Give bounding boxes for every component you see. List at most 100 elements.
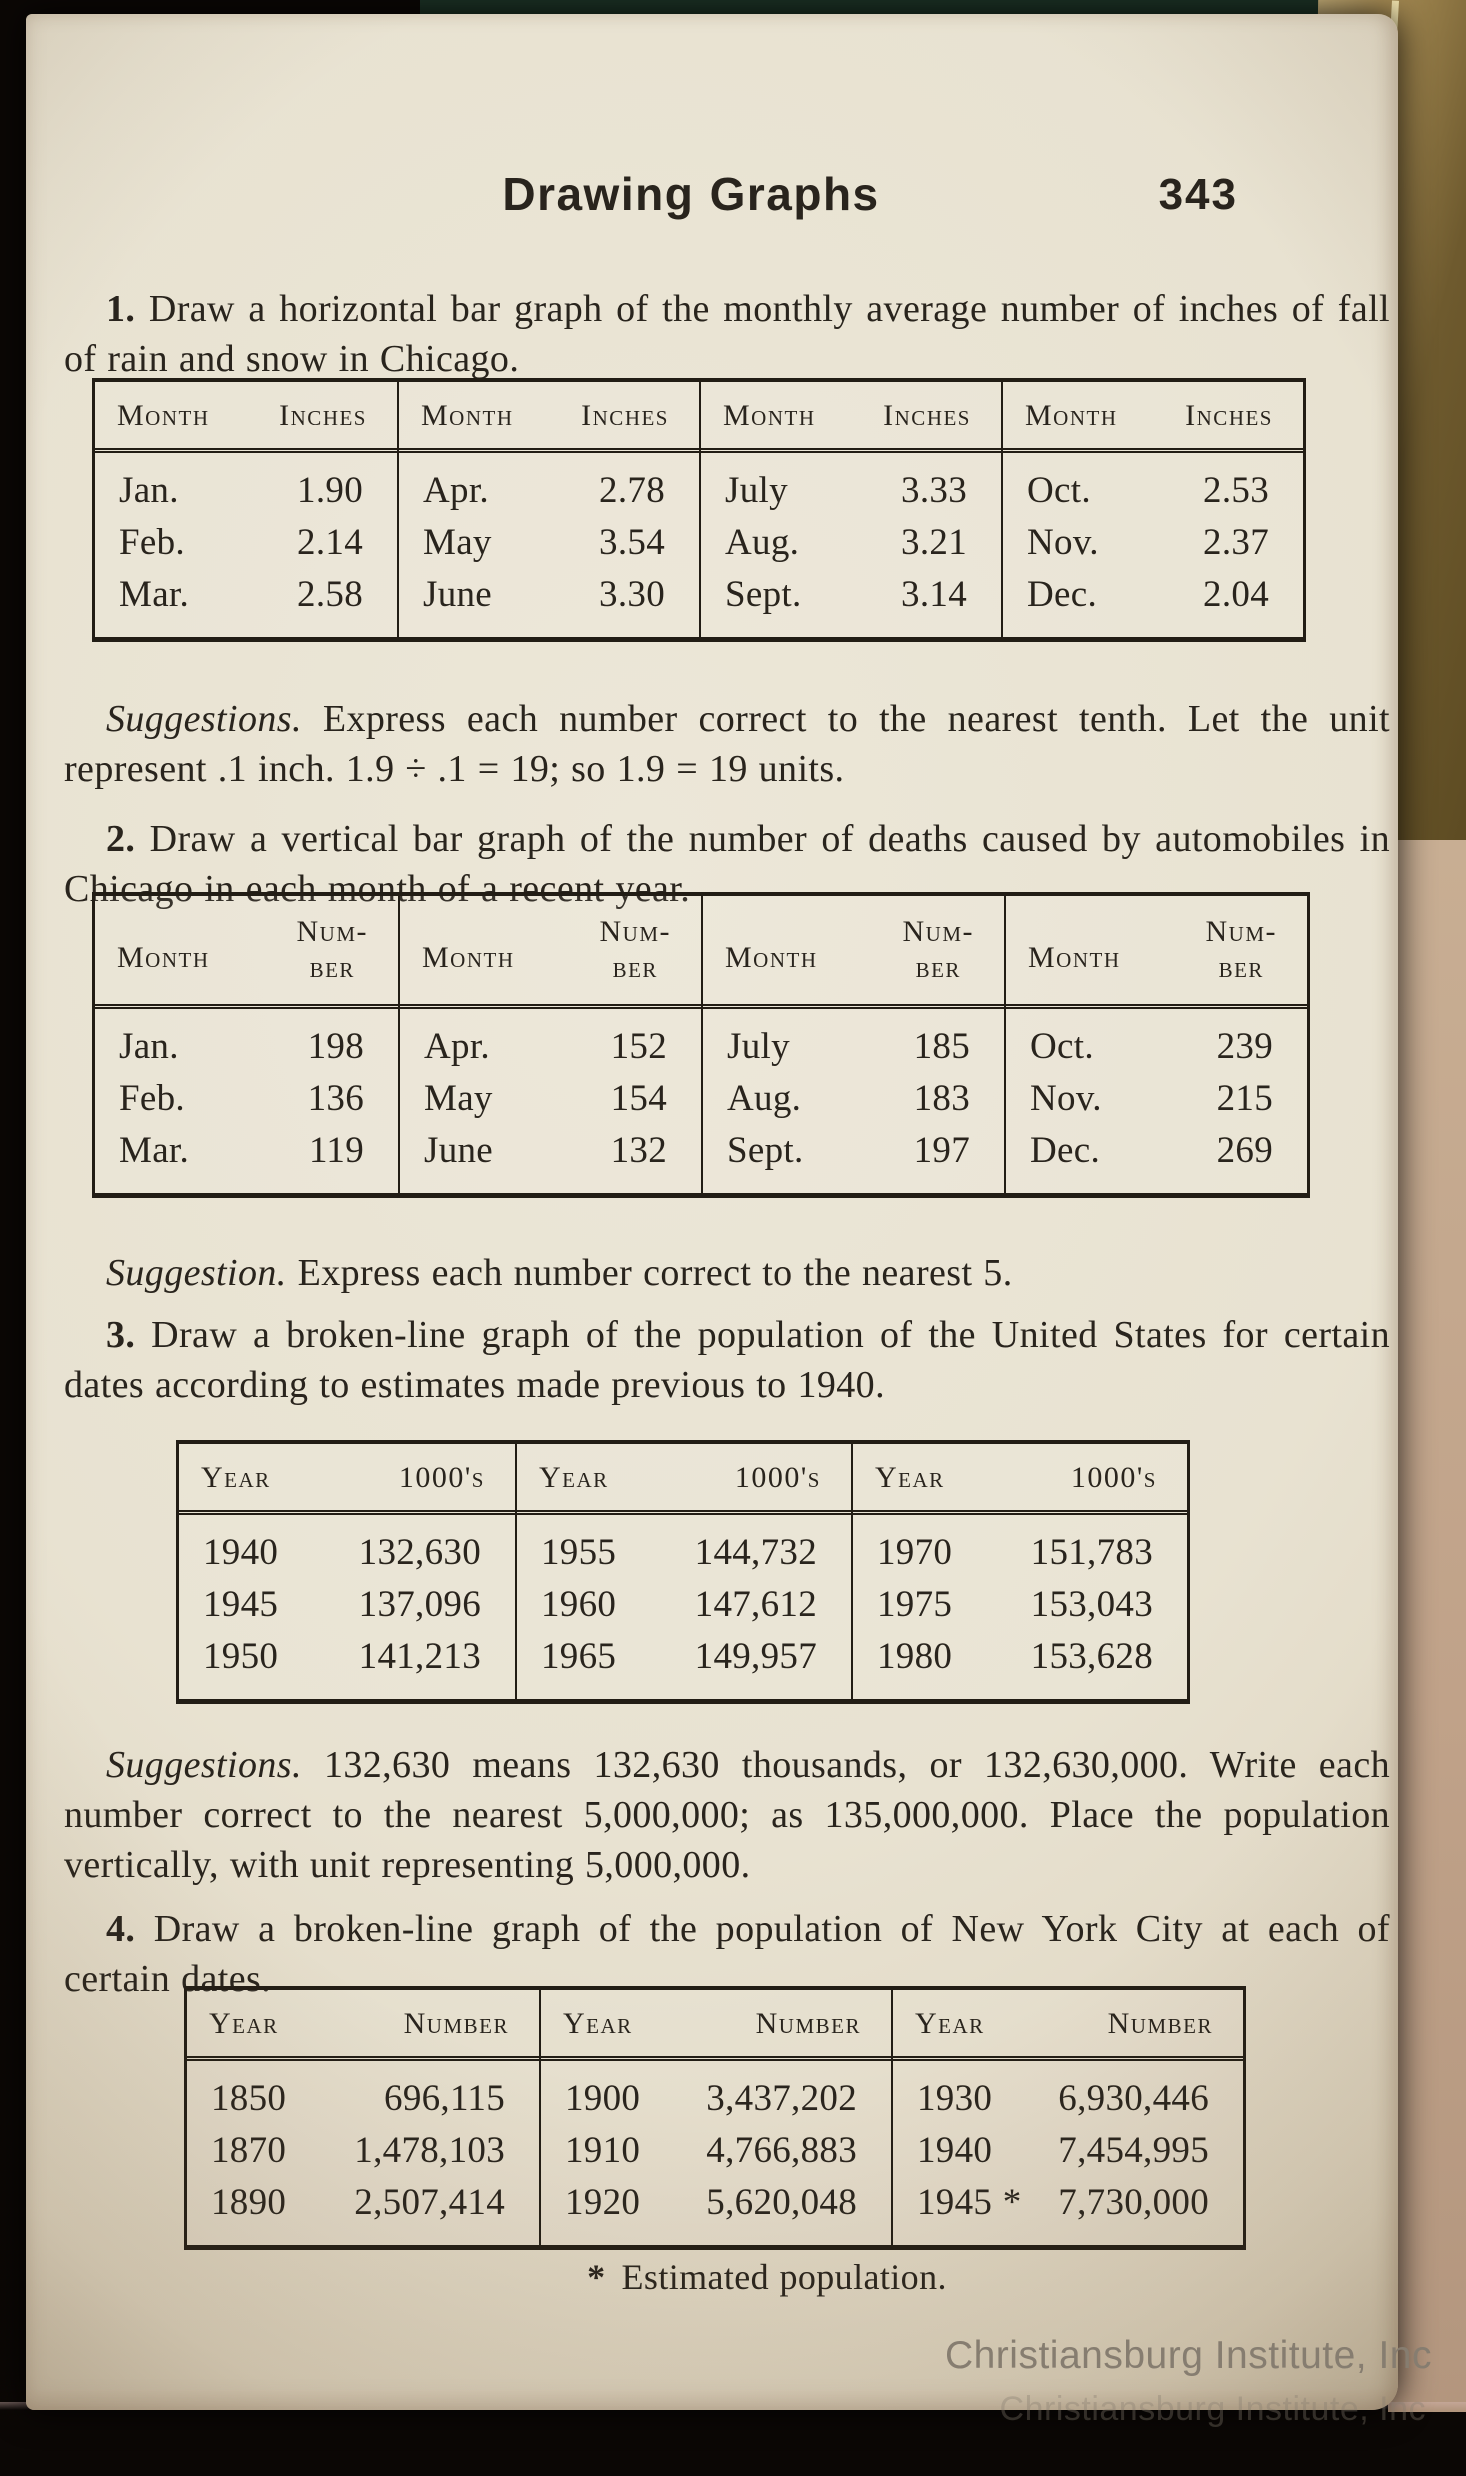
table-row: Dec. 2.04 <box>1003 569 1303 621</box>
table-group-rows: Apr. 2.78 May 3.54 June 3.30 <box>399 453 699 637</box>
col-header-year: Year <box>875 1461 945 1495</box>
cell-inches: 2.78 <box>599 469 665 511</box>
page-number: 343 <box>1158 170 1238 219</box>
nyc-population-table: Year Number 1850 696,115 1870 1,478,103 18… <box>184 1986 1246 2250</box>
table-group-header: Year Number <box>893 1990 1243 2061</box>
cell-thousands: 144,732 <box>694 1531 817 1573</box>
col-header-month: Month <box>117 399 210 433</box>
table-group-header: Year 1000's <box>517 1444 851 1515</box>
cell-month: Sept. <box>727 1129 804 1171</box>
table-group-rows: Jan. 1.90 Feb. 2.14 Mar. 2.58 <box>95 453 397 637</box>
cell-month: Aug. <box>727 1077 802 1119</box>
table-group-rows: 1900 3,437,202 1910 4,766,883 1920 5,620,04… <box>541 2061 891 2245</box>
table-row: 1975 153,043 <box>853 1579 1187 1631</box>
col-header-year: Year <box>563 2007 633 2041</box>
cell-number: 1,478,103 <box>354 2129 505 2171</box>
table-footnote: * Estimated population. <box>64 2254 1430 2302</box>
page-header: Drawing Graphs 343 <box>64 164 1390 225</box>
cell-number: 4,766,883 <box>706 2129 857 2171</box>
cell-number: 5,620,048 <box>706 2181 857 2223</box>
table-row: 1900 3,437,202 <box>541 2073 891 2125</box>
col-header-number-line1: Num- <box>1205 915 1277 948</box>
watermark: Christiansburg Institute, Inc <box>944 2334 1432 2377</box>
table-group-rows: Oct. 2.53 Nov. 2.37 Dec. 2.04 <box>1003 453 1303 637</box>
table-group-header: Month Num-ber <box>1006 896 1307 1009</box>
cell-year: 1955 <box>541 1531 617 1573</box>
cell-year: 1930 <box>917 2077 993 2119</box>
cell-month: Dec. <box>1030 1129 1101 1171</box>
suggestion-label: Suggestions. <box>106 1744 302 1786</box>
col-header-number-line1: Num- <box>296 915 368 948</box>
cell-year: 1965 <box>541 1635 617 1677</box>
table-group-rows: Jan. 198 Feb. 136 Mar. 119 <box>95 1009 398 1193</box>
col-header-number: Number <box>755 2007 861 2041</box>
table-row: 1945 137,096 <box>179 1579 515 1631</box>
cell-month: Dec. <box>1027 573 1098 615</box>
problem-4-text: 4. Draw a broken-line graph of the popul… <box>64 1904 1390 2004</box>
table-group: Month Num-ber Oct. 239 Nov. 215 Dec. 269 <box>1004 896 1307 1193</box>
table-group-header: Month Inches <box>701 382 1001 453</box>
cell-month: Feb. <box>119 1077 185 1119</box>
table-group-rows: 1850 696,115 1870 1,478,103 1890 2,507,414 <box>187 2061 539 2245</box>
cell-month: June <box>424 1129 494 1171</box>
cell-number: 696,115 <box>384 2077 505 2119</box>
table-row: May 154 <box>400 1073 701 1125</box>
table-row: July 3.33 <box>701 465 1001 517</box>
table-row: 1940 7,454,995 <box>893 2125 1243 2177</box>
col-header-thousands: 1000's <box>398 1461 485 1495</box>
problem-1-text: 1. Draw a horizontal bar graph of the mo… <box>64 284 1390 384</box>
cell-month: Sept. <box>725 573 802 615</box>
table-group-rows: July 185 Aug. 183 Sept. 197 <box>703 1009 1004 1193</box>
background-book-edge <box>420 0 1320 16</box>
table-group: Month Inches Jan. 1.90 Feb. 2.14 Mar. 2.58 <box>95 382 397 637</box>
table-row: Mar. 119 <box>95 1125 398 1177</box>
deaths-table: Month Num-ber Jan. 198 Feb. 136 Mar. 119 Mo… <box>92 892 1310 1198</box>
table-group: Year Number 1850 696,115 1870 1,478,103 18… <box>187 1990 539 2245</box>
col-header-number-line1: Num- <box>902 915 974 948</box>
table-row: 1910 4,766,883 <box>541 2125 891 2177</box>
cell-year: 1945 <box>203 1583 279 1625</box>
cell-month: Nov. <box>1030 1077 1102 1119</box>
table-row: Feb. 136 <box>95 1073 398 1125</box>
table-row: Feb. 2.14 <box>95 517 397 569</box>
table-row: Jan. 198 <box>95 1021 398 1073</box>
table-group: Year 1000's 1955 144,732 1960 147,612 1965… <box>515 1444 851 1699</box>
suggestion-body: 132,630 means 132,630 thousands, or 132,… <box>64 1744 1390 1887</box>
col-header-year: Year <box>209 2007 279 2041</box>
table-row: June 3.30 <box>399 569 699 621</box>
table-group: Month Num-ber Apr. 152 May 154 June 132 <box>398 896 701 1193</box>
cell-thousands: 141,213 <box>358 1635 481 1677</box>
problem-4-number: 4. <box>106 1908 136 1950</box>
table-group-header: Year 1000's <box>179 1444 515 1515</box>
col-header-month: Month <box>1028 941 1121 975</box>
cell-year: 1910 <box>565 2129 641 2171</box>
cell-inches: 3.54 <box>599 521 665 563</box>
table-row: Dec. 269 <box>1006 1125 1307 1177</box>
cell-thousands: 147,612 <box>694 1583 817 1625</box>
cell-thousands: 153,043 <box>1030 1583 1153 1625</box>
cell-year: 1850 <box>211 2077 287 2119</box>
col-header-number: Number <box>1107 2007 1213 2041</box>
table-row: 1890 2,507,414 <box>187 2177 539 2229</box>
col-header-month: Month <box>1025 399 1118 433</box>
cell-inches: 2.53 <box>1203 469 1269 511</box>
table-group-header: Month Inches <box>399 382 699 453</box>
cell-year: 1960 <box>541 1583 617 1625</box>
col-header-month: Month <box>723 399 816 433</box>
table-group-header: Month Num-ber <box>95 896 398 1009</box>
table-row: 1940 132,630 <box>179 1527 515 1579</box>
cell-month: June <box>423 573 493 615</box>
table-group: Year 1000's 1970 151,783 1975 153,043 1980… <box>851 1444 1187 1699</box>
table-group-rows: Oct. 239 Nov. 215 Dec. 269 <box>1006 1009 1307 1193</box>
cell-number: 154 <box>610 1077 667 1119</box>
col-header-inches: Inches <box>279 399 367 433</box>
cell-inches: 2.37 <box>1203 521 1269 563</box>
suggestion-body: Express each number correct to the neare… <box>64 698 1390 791</box>
cell-month: July <box>727 1025 790 1067</box>
cell-thousands: 132,630 <box>358 1531 481 1573</box>
table-group: Month Num-ber Jan. 198 Feb. 136 Mar. 119 <box>95 896 398 1193</box>
table-group-header: Month Inches <box>1003 382 1303 453</box>
table-group-header: Year Number <box>187 1990 539 2061</box>
cell-number: 2,507,414 <box>354 2181 505 2223</box>
